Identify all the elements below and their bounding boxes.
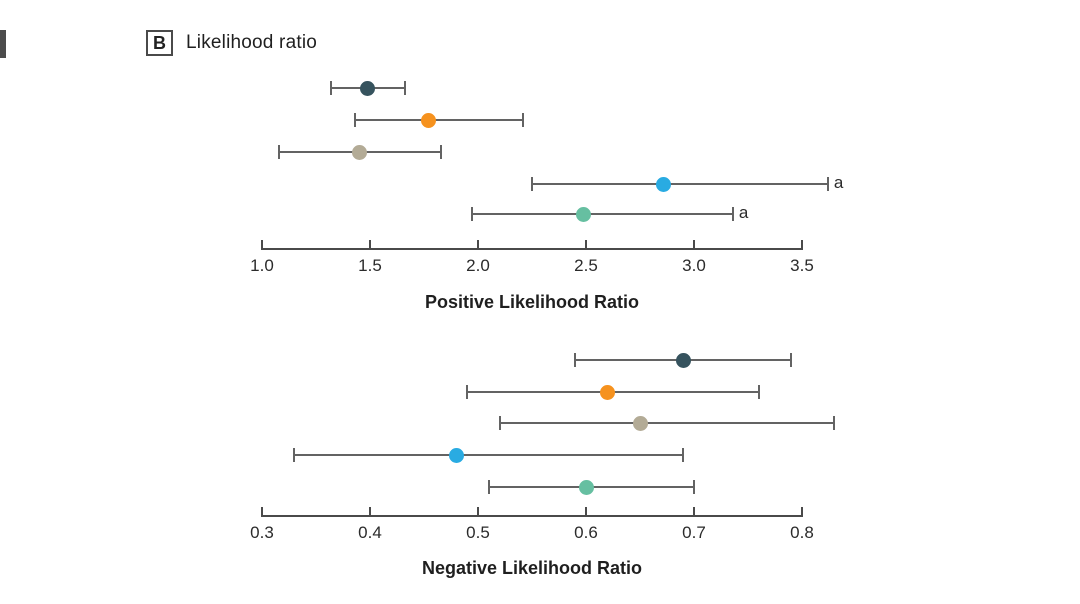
tick-label: 0.3 [250,523,274,542]
point-marker [675,352,691,368]
error-bar-cap-left [470,207,473,221]
axis-tick [369,507,371,516]
panel-header: B Likelihood ratio [146,30,317,56]
error-bar-cap-left [531,177,533,191]
error-bar-cap-left [278,145,281,159]
point-marker [600,384,616,400]
error-bar-cap-right [522,113,525,127]
error-bar-cap-right [682,448,685,462]
error-bar [499,422,835,424]
error-bar-cap-right [440,145,443,159]
error-bar-cap-left [330,81,333,95]
error-bar-cap-right [403,81,406,95]
axis-tick [477,240,479,249]
axis-line [261,248,803,250]
axis-tick [801,240,803,249]
tick-label: 1.0 [250,256,274,275]
footnote-marker-a: a [738,203,749,222]
error-bar-cap-left [574,353,577,367]
axis-tick [801,507,803,516]
footnote-marker-a: a [833,173,844,192]
tick-label: 3.0 [682,256,706,275]
tick-label: 0.5 [466,523,490,542]
error-bar-cap-right [790,353,793,367]
error-bar [532,183,828,185]
point-marker [632,415,648,431]
left-edge-artifact [0,30,6,58]
axis-line [261,515,803,517]
panel-letter-badge: B [146,30,173,56]
axis-tick [693,240,695,249]
axis-tick [477,507,479,516]
tick-label: 2.5 [574,256,598,275]
point-marker [576,206,592,222]
error-bar-cap-left [353,113,356,127]
point-marker [420,112,436,128]
axis-title: Positive Likelihood Ratio [424,292,640,312]
error-bar-cap-left [498,416,501,430]
axis-tick [261,507,263,516]
axis-tick [585,507,587,516]
tick-label: 0.6 [574,523,598,542]
tick-label: 1.5 [358,256,382,275]
error-bar-cap-right [693,480,695,494]
error-bar-cap-left [293,448,296,462]
axis-title: Negative Likelihood Ratio [421,558,643,578]
error-bar-cap-right [731,207,734,221]
axis-tick [585,240,587,249]
error-bar-cap-left [487,480,490,494]
point-marker [578,479,594,495]
panel-title: Likelihood ratio [186,32,318,53]
error-bar-cap-right [826,177,829,191]
axis-tick [369,240,371,249]
point-marker [360,80,376,96]
point-marker [351,144,367,160]
axis-tick [693,507,695,516]
tick-label: 2.0 [466,256,490,275]
point-marker [448,447,464,463]
error-bar-cap-right [833,416,836,430]
tick-label: 0.4 [358,523,382,542]
error-bar [471,213,733,215]
point-marker [656,176,672,192]
error-bar [354,119,524,121]
error-bar [294,454,684,456]
tick-label: 3.5 [790,256,814,275]
error-bar-cap-left [466,385,469,399]
error-bar-cap-right [757,385,760,399]
axis-tick [261,240,263,249]
tick-label: 0.8 [790,523,814,542]
tick-label: 0.7 [682,523,706,542]
